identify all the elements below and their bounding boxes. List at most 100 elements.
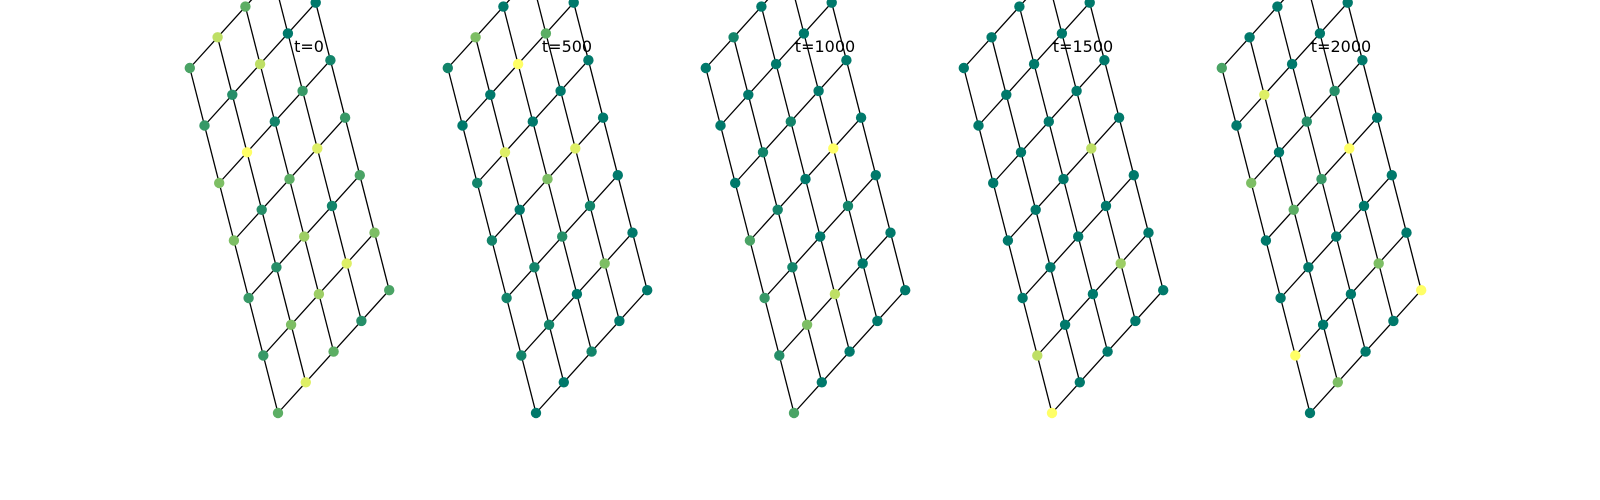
lattice-edge — [1294, 355, 1311, 414]
lattice-edge — [1276, 0, 1285, 8]
lattice-node — [341, 258, 352, 269]
lattice-edge — [604, 263, 621, 322]
lattice-edge — [591, 320, 620, 353]
lattice-node — [973, 120, 984, 131]
lattice-node — [1360, 346, 1371, 357]
lattice-edge — [203, 125, 220, 184]
lattice-edge — [329, 60, 346, 118]
lattice-edge — [1293, 178, 1322, 211]
lattice-edge — [790, 90, 820, 123]
lattice-graph — [442, 0, 653, 419]
lattice-node — [1100, 200, 1112, 212]
lattice-edge — [1280, 266, 1309, 299]
lattice-edge — [587, 60, 604, 118]
lattice-edge — [536, 0, 547, 34]
lattice-node — [743, 89, 754, 101]
lattice-edge — [246, 152, 263, 210]
lattice-edge — [244, 0, 253, 8]
lattice-node — [1286, 58, 1298, 70]
lattice-edge — [561, 205, 591, 238]
panel-5: t=2000 — [1216, 0, 1427, 419]
lattice-edge — [576, 293, 593, 352]
lattice-node — [258, 350, 269, 361]
lattice-edge — [1348, 117, 1378, 149]
lattice-edge — [275, 267, 292, 325]
lattice-edge — [1036, 355, 1053, 414]
lattice-node — [1260, 235, 1272, 246]
lattice-node — [1371, 112, 1383, 123]
lattice-edge — [305, 351, 335, 383]
lattice-node — [241, 147, 253, 158]
lattice-edge — [1061, 33, 1078, 92]
lattice-node — [1290, 350, 1301, 361]
lattice-node — [715, 120, 726, 131]
lattice-edge — [1365, 320, 1394, 353]
lattice-edge — [1075, 90, 1092, 149]
lattice-edge — [504, 121, 534, 153]
lattice-edge — [777, 209, 794, 268]
lattice-node — [1030, 204, 1041, 215]
lattice-node — [256, 204, 267, 215]
lattice-edge — [475, 6, 504, 38]
lattice-edge — [233, 240, 250, 299]
lattice-edge — [576, 262, 606, 295]
lattice-node — [326, 200, 338, 212]
lattice-edge — [1294, 324, 1324, 356]
lattice-edge — [504, 152, 521, 210]
lattice-node — [486, 235, 498, 246]
lattice-edge — [520, 355, 537, 414]
lattice-edge — [705, 36, 735, 69]
lattice-edge — [489, 63, 519, 96]
lattice-edge — [1307, 267, 1324, 325]
lattice-node — [787, 262, 798, 273]
lattice-node — [498, 1, 509, 12]
lattice-edge — [1076, 59, 1105, 92]
lattice-edge — [573, 2, 590, 61]
lattice-edge — [560, 59, 589, 92]
lattice-edge — [775, 63, 792, 122]
lattice-node — [1015, 147, 1027, 158]
lattice-edge — [216, 37, 233, 95]
lattice-edge — [831, 2, 848, 61]
lattice-node — [527, 116, 538, 127]
lattice-edge — [289, 147, 318, 180]
lattice-node — [1087, 288, 1099, 300]
lattice-edge — [1310, 0, 1321, 34]
lattice-edge — [963, 67, 980, 126]
lattice-edge — [447, 67, 464, 126]
lattice-node — [1288, 204, 1299, 215]
lattice-node — [1303, 262, 1314, 273]
lattice-edge — [302, 59, 331, 92]
lattice-edge — [259, 32, 289, 65]
lattice-edge — [778, 355, 795, 414]
lattice-edge — [1278, 152, 1295, 210]
lattice-node — [1272, 1, 1283, 12]
lattice-node — [870, 170, 881, 181]
lattice-edge — [301, 90, 318, 149]
lattice-edge — [803, 33, 820, 92]
lattice-node — [1273, 147, 1285, 158]
lattice-edge — [1022, 266, 1051, 299]
lattice-node — [828, 143, 839, 154]
lattice-edge — [1309, 381, 1339, 414]
lattice-edge — [1120, 232, 1149, 264]
lattice-node — [1028, 58, 1040, 70]
lattice-edge — [762, 152, 779, 210]
lattice-node — [1275, 292, 1286, 304]
lattice-edge — [1105, 174, 1135, 207]
lattice-node — [184, 62, 195, 74]
lattice-edge — [360, 289, 390, 322]
lattice-node — [1216, 62, 1227, 74]
lattice-node — [816, 377, 827, 388]
lattice-edge — [760, 0, 769, 8]
lattice-edge — [1291, 63, 1308, 122]
lattice-node — [1113, 112, 1125, 123]
lattice-node — [272, 407, 284, 419]
lattice-node — [240, 1, 251, 12]
lattice-edge — [1322, 293, 1352, 326]
lattice-edge — [447, 36, 477, 69]
lattice-node — [801, 319, 813, 330]
lattice-node — [571, 288, 583, 300]
lattice-edge — [1035, 178, 1064, 211]
lattice-node — [339, 112, 351, 123]
